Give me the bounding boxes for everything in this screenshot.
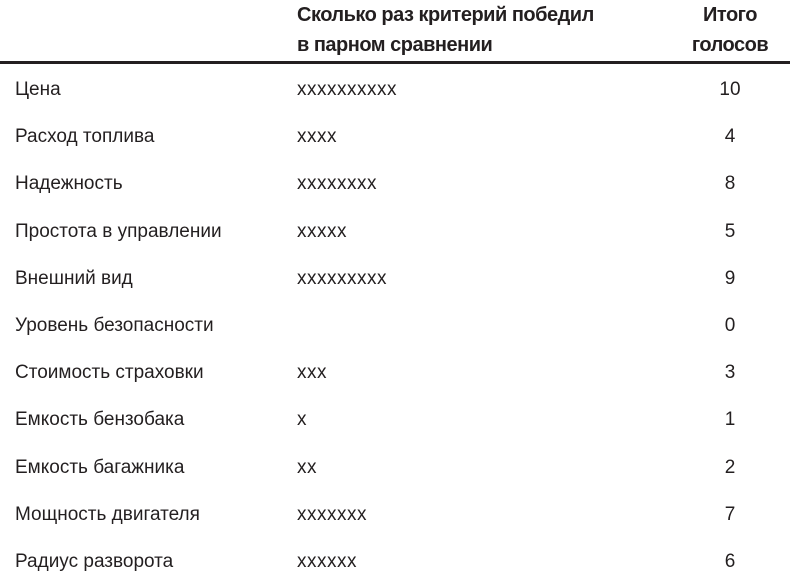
total-cell: 4 — [724, 126, 736, 148]
criterion-cell: Цена — [15, 79, 61, 100]
marks-cell: xxxxxxxxx — [297, 267, 387, 289]
criterion-cell: Емкость багажника — [15, 456, 185, 478]
total-cell: 2 — [724, 456, 736, 478]
header-total-line1: Итого — [703, 4, 757, 26]
criterion-cell: Надежность — [15, 173, 123, 195]
criterion-cell: Уровень безопасности — [15, 315, 214, 336]
marks-cell: x — [297, 409, 307, 431]
marks-cell: xxxxxxx — [297, 503, 367, 525]
total-cell: 5 — [724, 220, 736, 242]
table-row: Радиус разворота xxxxxx 6 — [0, 547, 790, 577]
criterion-cell: Мощность двигателя — [15, 503, 200, 525]
criterion-cell: Внешний вид — [15, 267, 133, 289]
table-row: Уровень безопасности 0 — [0, 311, 790, 341]
table-row: Емкость багажника xx 2 — [0, 453, 790, 483]
criterion-cell: Радиус разворота — [15, 551, 174, 572]
marks-cell: xxxx — [297, 126, 337, 148]
header-wins-line1: Сколько раз критерий победил — [297, 4, 594, 26]
total-cell: 6 — [724, 551, 736, 572]
total-cell: 9 — [724, 267, 736, 289]
marks-cell: xxxxx — [297, 220, 347, 242]
table-row: Стоимость страховки xxx 3 — [0, 358, 790, 388]
table-row: Расход топлива xxxx 4 — [0, 122, 790, 152]
criterion-cell: Емкость бензобака — [15, 409, 185, 431]
marks-cell: xxxxxxxx — [297, 173, 377, 195]
table-row: Простота в управлении xxxxx 5 — [0, 217, 790, 247]
total-cell: 7 — [724, 503, 736, 525]
total-cell: 3 — [724, 362, 736, 384]
header-divider — [0, 61, 790, 64]
total-cell: 10 — [719, 79, 741, 100]
header-total-line2: голосов — [691, 34, 769, 56]
total-cell: 0 — [724, 315, 736, 336]
criterion-cell: Расход топлива — [15, 126, 155, 148]
header-total: Итого голосов — [680, 0, 780, 60]
marks-cell: xx — [297, 456, 317, 478]
total-cell: 1 — [724, 409, 736, 431]
table-row: Цена xxxxxxxxxx 10 — [0, 75, 790, 105]
header-wins: Сколько раз критерий победил в парном ср… — [297, 0, 594, 60]
table-row: Надежность xxxxxxxx 8 — [0, 169, 790, 199]
table-row: Мощность двигателя xxxxxxx 7 — [0, 500, 790, 530]
total-cell: 8 — [724, 173, 736, 195]
criterion-cell: Простота в управлении — [15, 220, 222, 242]
marks-cell: xxx — [297, 362, 327, 384]
marks-cell: xxxxxx — [297, 551, 357, 572]
table-row: Емкость бензобака x 1 — [0, 405, 790, 435]
table-row: Внешний вид xxxxxxxxx 9 — [0, 264, 790, 294]
marks-cell: xxxxxxxxxx — [297, 79, 397, 100]
criterion-cell: Стоимость страховки — [15, 362, 204, 384]
header-wins-line2: в парном сравнении — [297, 34, 493, 56]
